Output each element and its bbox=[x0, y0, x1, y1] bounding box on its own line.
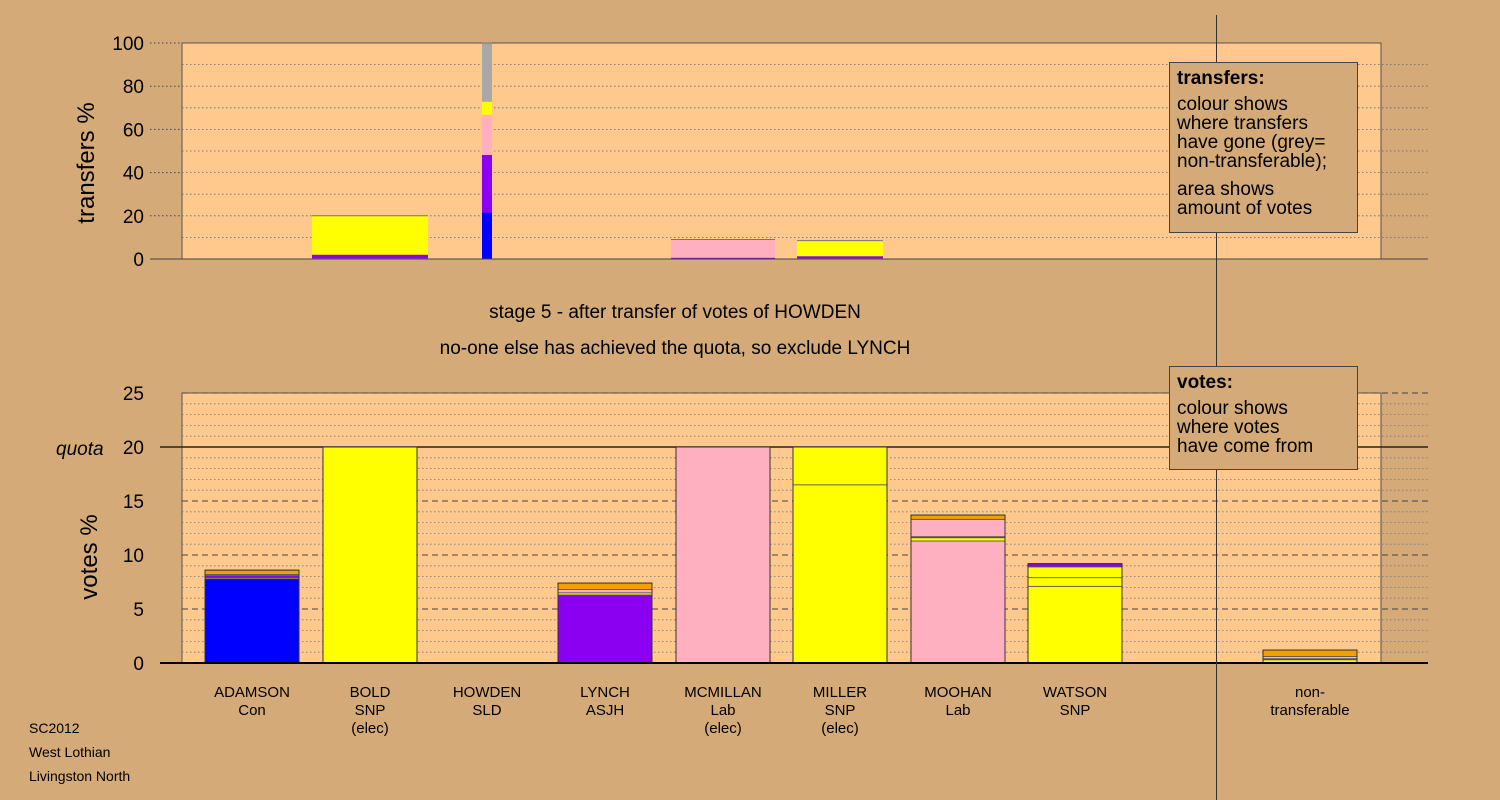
candidate-label: (elec) bbox=[351, 720, 389, 737]
transfer-segment bbox=[482, 114, 492, 155]
transfers-legend-line: area shows bbox=[1177, 179, 1275, 200]
vote-segment bbox=[1027, 577, 1123, 587]
vote-segment bbox=[675, 446, 771, 664]
transfer-segment bbox=[482, 101, 492, 115]
vote-segment bbox=[557, 589, 653, 594]
nontransferable-label: non- bbox=[1295, 684, 1325, 701]
vote-segment bbox=[910, 518, 1006, 538]
candidate-label: ASJH bbox=[586, 702, 624, 719]
transfers-legend: transfers: colour shows where transfers … bbox=[1169, 62, 1358, 233]
transfer-segment bbox=[312, 254, 428, 259]
transfers-legend-line: have gone (grey= bbox=[1177, 132, 1326, 153]
transfers-legend-line: where transfers bbox=[1177, 113, 1308, 134]
votes-legend-line: where votes bbox=[1177, 417, 1280, 438]
transfers-legend-line: colour shows bbox=[1177, 94, 1288, 115]
votes-tick-label: 5 bbox=[133, 600, 144, 621]
candidate-label: MILLER bbox=[813, 684, 867, 701]
quota-label: quota bbox=[56, 439, 104, 460]
candidate-label: MOOHAN bbox=[924, 684, 992, 701]
candidate-label: SNP bbox=[825, 702, 856, 719]
transfers-tick-label: 60 bbox=[123, 120, 144, 141]
candidate-label: Lab bbox=[710, 702, 735, 719]
transfer-segment bbox=[671, 257, 775, 259]
transfer-segment bbox=[312, 224, 428, 253]
stage-subtitle: no-one else has achieved the quota, so e… bbox=[440, 338, 911, 359]
vote-segment bbox=[1027, 585, 1123, 664]
votes-legend-title: votes: bbox=[1177, 372, 1233, 393]
transfer-segment bbox=[797, 256, 883, 259]
vote-segment bbox=[322, 446, 418, 664]
votes-tick-label: 10 bbox=[123, 546, 144, 567]
vote-segment bbox=[1027, 566, 1123, 579]
candidate-label: Con bbox=[238, 702, 266, 719]
transfer-segment bbox=[482, 43, 492, 102]
election-label: SC2012 bbox=[29, 720, 80, 736]
transfers-tick-label: 100 bbox=[112, 34, 144, 55]
vote-segment bbox=[910, 540, 1006, 664]
votes-tick-label: 20 bbox=[123, 438, 144, 459]
candidate-label: SNP bbox=[355, 702, 386, 719]
transfer-segment bbox=[671, 239, 775, 258]
transfer-segment bbox=[797, 240, 883, 257]
candidate-label: MCMILLAN bbox=[684, 684, 762, 701]
candidate-label: BOLD bbox=[350, 684, 391, 701]
vote-segment bbox=[204, 578, 300, 664]
stage-title: stage 5 - after transfer of votes of HOW… bbox=[489, 302, 861, 323]
vote-segment bbox=[204, 569, 300, 575]
candidate-label: LYNCH bbox=[580, 684, 630, 701]
votes-tick-label: 0 bbox=[133, 654, 144, 675]
transfer-segment bbox=[312, 215, 428, 225]
candidate-label: HOWDEN bbox=[453, 684, 521, 701]
ward-label: Livingston North bbox=[29, 768, 131, 784]
vote-segment bbox=[792, 484, 888, 664]
vote-segment bbox=[910, 537, 1006, 542]
vote-segment bbox=[1262, 649, 1358, 657]
transfers-legend-line: amount of votes bbox=[1177, 198, 1313, 219]
transfer-segment bbox=[482, 154, 492, 213]
candidate-label: SNP bbox=[1060, 702, 1091, 719]
votes-legend-line: colour shows bbox=[1177, 398, 1288, 419]
transfers-tick-label: 80 bbox=[123, 77, 144, 98]
transfers-tick-label: 40 bbox=[123, 164, 144, 185]
votes-tick-label: 15 bbox=[123, 492, 144, 513]
transfer-segment bbox=[312, 252, 428, 255]
transfers-axis-label: transfers % bbox=[73, 102, 100, 223]
vote-segment bbox=[792, 446, 888, 486]
council-label: West Lothian bbox=[29, 744, 111, 760]
votes-axis-label: votes % bbox=[76, 514, 103, 599]
transfers-legend-title: transfers: bbox=[1177, 68, 1265, 89]
candidate-label: Lab bbox=[945, 702, 970, 719]
nontransferable-label: transferable bbox=[1270, 702, 1349, 719]
transfers-legend-line: non-transferable); bbox=[1177, 151, 1327, 172]
vote-segment bbox=[910, 514, 1006, 520]
votes-legend-line: have come from bbox=[1177, 436, 1314, 457]
votes-legend: votes: colour shows where votes have com… bbox=[1169, 366, 1358, 470]
vote-segment bbox=[557, 582, 653, 590]
candidate-label: SLD bbox=[472, 702, 501, 719]
candidate-label: WATSON bbox=[1043, 684, 1107, 701]
candidate-label: ADAMSON bbox=[214, 684, 290, 701]
transfers-tick-label: 0 bbox=[133, 250, 144, 271]
candidate-label: (elec) bbox=[821, 720, 859, 737]
transfer-segment bbox=[482, 212, 492, 259]
transfers-tick-label: 20 bbox=[123, 207, 144, 228]
votes-tick-label: 25 bbox=[123, 384, 144, 405]
vote-segment bbox=[557, 594, 653, 664]
candidate-label: (elec) bbox=[704, 720, 742, 737]
